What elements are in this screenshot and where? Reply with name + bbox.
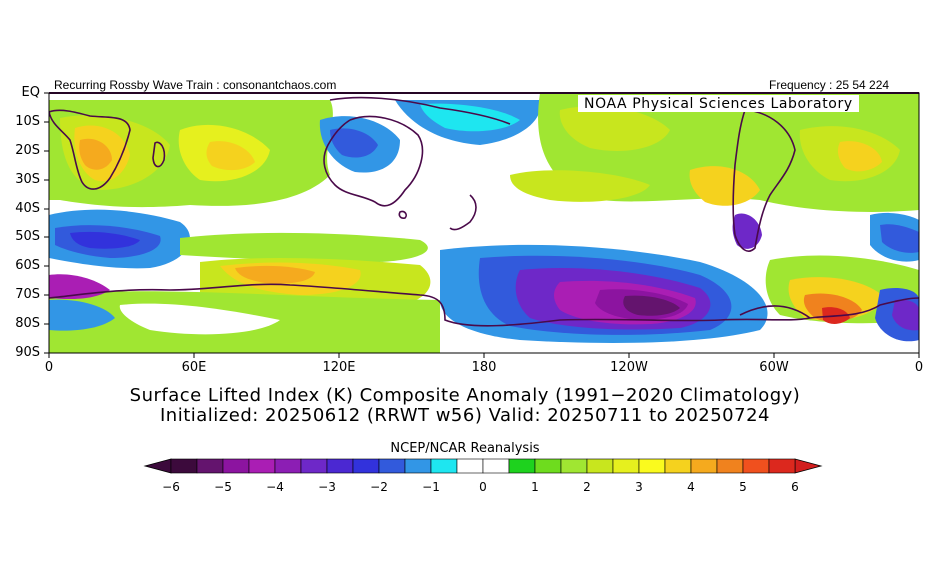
lat-label-30s: 30S <box>15 172 40 187</box>
header-frequency-text: Frequency : 25 54 224 <box>769 78 890 92</box>
lon-label-60w: 60W <box>759 360 789 375</box>
lat-label-40s: 40S <box>15 201 40 216</box>
lat-label-90s: 90S <box>15 345 40 360</box>
lon-ticks <box>48 353 920 358</box>
header-source-text: Recurring Rossby Wave Train : consonantc… <box>54 78 337 92</box>
coastlines <box>49 96 919 327</box>
lat-label-10s: 10S <box>15 114 40 129</box>
colorbar-tick-label: −5 <box>214 480 232 494</box>
colorbar-bin <box>326 458 354 474</box>
lat-label-80s: 80S <box>15 316 40 331</box>
colorbar-bin <box>612 458 640 474</box>
colorbar-under-arrow <box>143 458 172 474</box>
colorbar-tick-label: −6 <box>162 480 180 494</box>
colorbar-bin <box>768 458 796 474</box>
lon-label-0: 0 <box>44 360 54 375</box>
colorbar-bin <box>638 458 666 474</box>
lon-label-0-end: 0 <box>914 360 924 375</box>
colorbar-bin <box>222 458 250 474</box>
colorbar-tick-label: 2 <box>583 480 591 494</box>
colorbar-tick-label: 0 <box>479 480 487 494</box>
colorbar-tick-label: −2 <box>370 480 388 494</box>
caption-title: Surface Lifted Index (K) Composite Anoma… <box>129 385 801 406</box>
colorbar-bin <box>456 458 484 474</box>
colorbar-tick-label: 6 <box>791 480 799 494</box>
colorbar-bin <box>482 458 510 474</box>
lon-label-180: 180 <box>471 360 497 375</box>
colorbar-bin <box>274 458 302 474</box>
lat-label-eq: EQ <box>21 85 40 100</box>
lon-label-120e: 120E <box>322 360 356 375</box>
lat-label-50s: 50S <box>15 229 40 244</box>
colorbar-bin <box>300 458 328 474</box>
colorbar-bin <box>378 458 406 474</box>
colorbar-bin <box>716 458 744 474</box>
lat-label-70s: 70S <box>15 287 40 302</box>
colorbar-tick-label: −3 <box>318 480 336 494</box>
colorbar-bin <box>404 458 432 474</box>
colorbar-bin <box>196 458 224 474</box>
caption-validity: Initialized: 20250612 (RRWT w56) Valid: … <box>160 405 770 426</box>
colorbar-bin <box>560 458 588 474</box>
lat-label-60s: 60S <box>15 258 40 273</box>
colorbar-bin <box>742 458 770 474</box>
anomaly-field <box>49 93 919 353</box>
lon-label-120w: 120W <box>610 360 648 375</box>
colorbar-tick-label: 1 <box>531 480 539 494</box>
colorbar-bin <box>534 458 562 474</box>
colorbar-bin <box>664 458 692 474</box>
colorbar-bin <box>430 458 458 474</box>
colorbar-tick-label: 5 <box>739 480 747 494</box>
colorbar-bin <box>352 458 380 474</box>
lat-ticks <box>44 92 49 354</box>
colorbar-bin <box>586 458 614 474</box>
colorbar-tick-label: 4 <box>687 480 695 494</box>
colorbar-bin <box>690 458 718 474</box>
colorbar-bin <box>170 458 198 474</box>
colorbar-tick-label: −4 <box>266 480 284 494</box>
colorbar-over-arrow <box>794 458 823 474</box>
lon-label-60e: 60E <box>181 360 207 375</box>
lab-banner: NOAA Physical Sciences Laboratory <box>578 95 859 112</box>
colorbar <box>143 458 823 474</box>
colorbar-bin <box>248 458 276 474</box>
colorbar-tick-label: 3 <box>635 480 643 494</box>
colorbar-bin <box>508 458 536 474</box>
lat-label-20s: 20S <box>15 143 40 158</box>
colorbar-tick-label: −1 <box>422 480 440 494</box>
colorbar-title: NCEP/NCAR Reanalysis <box>390 441 540 456</box>
